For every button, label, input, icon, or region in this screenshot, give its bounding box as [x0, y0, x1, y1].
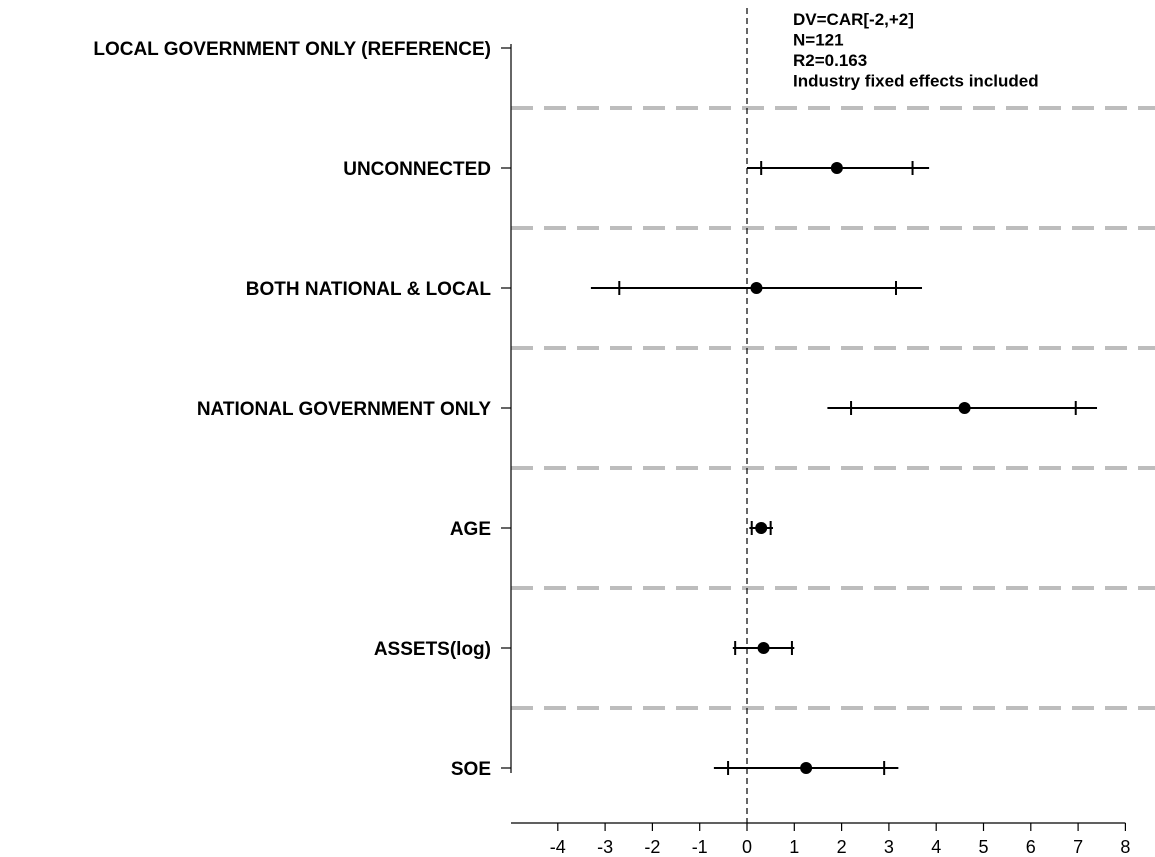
estimate-point [800, 762, 813, 774]
x-tick-label: 3 [884, 837, 894, 857]
x-tick-label: 7 [1073, 837, 1083, 857]
x-tick-label: 6 [1026, 837, 1036, 857]
coefficient-rows [590, 161, 1098, 775]
y-tick-label: NATIONAL GOVERNMENT ONLY [197, 399, 491, 420]
estimate-point [757, 642, 770, 654]
y-tick-label: ASSETS(log) [374, 639, 491, 660]
annotation-line: Industry fixed effects included [793, 72, 1039, 91]
annotation-line: R2=0.163 [793, 51, 867, 70]
annotation-line: N=121 [793, 31, 844, 50]
x-tick-label: -1 [692, 837, 708, 857]
y-tick-label: AGE [450, 519, 491, 540]
coefficient-row [747, 161, 930, 175]
x-tick-label: 8 [1120, 837, 1130, 857]
coefficient-row [749, 521, 774, 535]
y-tick-label: SOE [451, 759, 491, 780]
y-tick-label: UNCONNECTED [343, 159, 491, 180]
x-tick-label: -2 [644, 837, 660, 857]
coefficient-row [590, 281, 923, 295]
coefficient-row [713, 761, 899, 775]
x-tick-label: 0 [742, 837, 752, 857]
x-tick-label: 2 [837, 837, 847, 857]
x-tick-label: 1 [789, 837, 799, 857]
x-tick-label: 5 [978, 837, 988, 857]
y-tick-label: LOCAL GOVERNMENT ONLY (REFERENCE) [93, 39, 491, 60]
row-separators [511, 106, 1155, 710]
coefficient-row [827, 401, 1098, 415]
annotation-line: DV=CAR[-2,+2] [793, 10, 914, 29]
coefficient-row [732, 641, 795, 655]
x-tick-label: -4 [550, 837, 566, 857]
estimate-point [750, 282, 763, 294]
x-tick-label: 4 [931, 837, 941, 857]
y-tick-label: BOTH NATIONAL & LOCAL [246, 279, 492, 300]
estimate-point [830, 162, 843, 174]
x-axis-ticks: -4 -3 -2 -1 0 1 2 3 4 5 6 7 8 [550, 823, 1130, 857]
y-axis-ticks: LOCAL GOVERNMENT ONLY (REFERENCE) UNCONNE… [93, 39, 511, 780]
estimate-point [958, 402, 971, 414]
x-tick-label: -3 [597, 837, 613, 857]
estimate-point [755, 522, 768, 534]
